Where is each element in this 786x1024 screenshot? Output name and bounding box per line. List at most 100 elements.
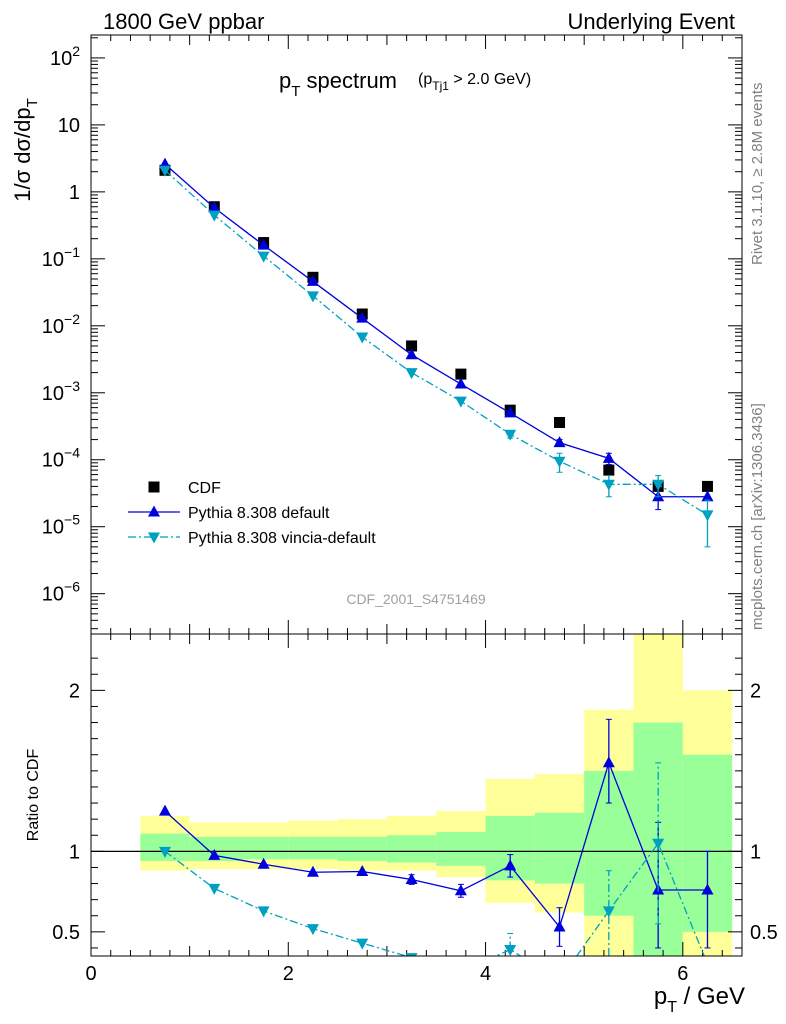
- header-left: 1800 GeV ppbar: [103, 9, 264, 34]
- main-title-p: p: [279, 68, 291, 93]
- y-tick-exp: −2: [64, 311, 80, 327]
- title-cut: (pTj1 > 2.0 GeV): [418, 71, 531, 93]
- data-point: [208, 210, 221, 222]
- x-tick-label: 6: [677, 963, 688, 985]
- data-point: [306, 291, 319, 303]
- inner-band: [436, 832, 486, 866]
- ratio-point: [306, 924, 319, 936]
- ratio-y-tick-label: 2: [69, 680, 80, 702]
- ratio-point: [553, 920, 566, 932]
- legend-marker: [148, 505, 160, 517]
- y-tick-base: 10: [42, 584, 64, 606]
- ratio-y-tick-label-right: 1: [750, 841, 761, 863]
- data-point: [406, 340, 418, 352]
- data-point: [701, 480, 713, 492]
- y-tick-base: 10: [42, 316, 64, 338]
- inner-band: [288, 836, 338, 860]
- ratio-series-line: [164, 841, 705, 956]
- inner-band: [337, 836, 387, 862]
- y-tick-base: 10: [42, 249, 64, 271]
- legend-label: CDF: [188, 480, 221, 497]
- data-point: [455, 368, 467, 380]
- y-tick-label: 102: [50, 43, 80, 70]
- y-tick-base: 10: [50, 48, 72, 70]
- data-point: [454, 396, 467, 408]
- x-axis-label: pT / GeV: [654, 983, 745, 1016]
- data-point: [257, 238, 270, 250]
- data-point: [603, 464, 615, 476]
- y-tick-base: 10: [42, 450, 64, 472]
- main-title-p-sub: T: [291, 83, 300, 100]
- ratio-point: [306, 865, 319, 877]
- ratio-point: [602, 906, 615, 918]
- ratio-point: [701, 960, 713, 971]
- main-title-rest: spectrum: [300, 68, 397, 93]
- ratio-frame: [90, 633, 743, 957]
- ratio-plot-area: [158, 718, 714, 987]
- ratio-ylabel: Ratio to CDF: [25, 749, 42, 842]
- ratio-y-tick-label: 0.5: [52, 922, 80, 944]
- series-line: [164, 169, 708, 516]
- y-tick-label: 10−1: [42, 244, 80, 271]
- top-ylabel-main: 1/σ dσ/dp: [10, 107, 35, 201]
- y-tick-exp: −6: [64, 579, 80, 595]
- data-point: [602, 451, 615, 463]
- header-right: Underlying Event: [567, 9, 735, 34]
- main-title: pT spectrum: [279, 68, 397, 100]
- ratio-point: [554, 976, 566, 987]
- y-tick-label: 10−6: [42, 579, 80, 606]
- ratio-point: [701, 883, 714, 895]
- ratio-point: [158, 804, 171, 816]
- watermark: CDF_2001_S4751469: [346, 591, 486, 607]
- data-point: [405, 348, 418, 360]
- x-tick-label: 4: [480, 963, 491, 985]
- y-tick-exp: −4: [64, 445, 80, 461]
- ratio-point: [455, 968, 467, 979]
- y-tick-label: 10−5: [42, 512, 80, 539]
- data-point: [701, 510, 714, 522]
- y-tick-base: 10: [42, 517, 64, 539]
- ratio-point: [652, 838, 665, 850]
- y-tick-label: 10: [58, 115, 80, 137]
- inner-band: [534, 812, 585, 884]
- data-point: [306, 274, 319, 286]
- y-tick-exp: −5: [64, 512, 80, 528]
- ratio-point: [356, 864, 369, 876]
- data-point: [553, 456, 566, 468]
- x-axis-label-rest: / GeV: [677, 983, 745, 1010]
- y-tick-label: 10−2: [42, 311, 80, 338]
- legend-marker: [148, 532, 160, 544]
- data-point: [504, 406, 517, 418]
- y-tick-label: 10−3: [42, 378, 80, 405]
- title-cut-sub: Tj1: [432, 79, 449, 93]
- ratio-series-line: [164, 760, 708, 929]
- ratio-point: [158, 846, 171, 858]
- ratio-point: [208, 883, 221, 895]
- legend: CDF Pythia 8.308 default Pythia 8.308 vinc…: [128, 480, 376, 547]
- ratio-y-tick-label: 1: [69, 841, 80, 863]
- data-point: [208, 201, 221, 213]
- y-tick-label: 10−4: [42, 445, 80, 472]
- y-tick-exp: 2: [72, 43, 80, 59]
- series-line: [164, 163, 708, 498]
- data-point: [257, 251, 270, 263]
- y-tick-label: 1: [69, 182, 80, 204]
- title-cut-rest: > 2.0 GeV): [449, 71, 531, 88]
- x-tick-label: 0: [85, 963, 96, 985]
- data-point: [356, 332, 369, 344]
- y-tick-exp: −1: [64, 244, 80, 260]
- y-tick-exp: −3: [64, 378, 80, 394]
- top-ylabel-sub: T: [24, 98, 41, 107]
- legend-label: Pythia 8.308 vincia-default: [188, 530, 376, 547]
- data-point: [504, 429, 517, 441]
- ratio-point: [356, 938, 369, 950]
- ratio-point: [257, 906, 270, 918]
- data-point: [356, 311, 369, 323]
- y-tick-base: 10: [42, 383, 64, 405]
- data-point: [701, 490, 714, 502]
- ratio-point: [602, 756, 615, 768]
- top-ylabel: 1/σ dσ/dpT: [10, 98, 41, 202]
- mcplots-label: mcplots.cern.ch [arXiv:1306.3436]: [749, 403, 766, 630]
- ratio-y-tick-label-right: 0.5: [750, 922, 778, 944]
